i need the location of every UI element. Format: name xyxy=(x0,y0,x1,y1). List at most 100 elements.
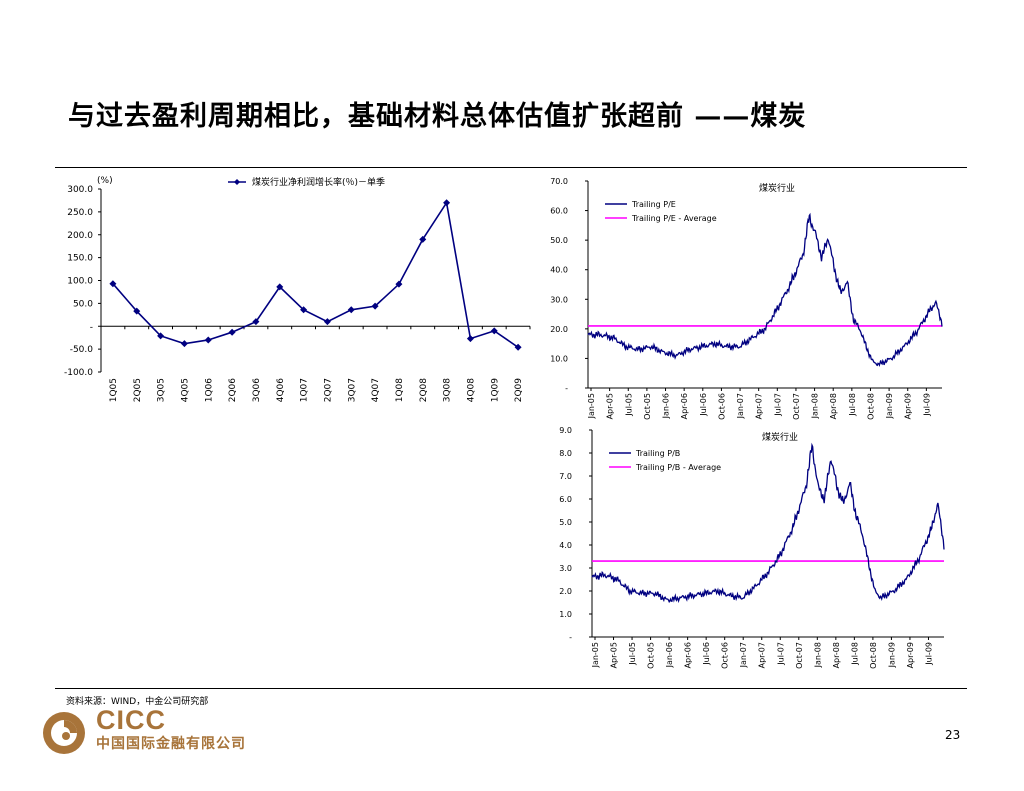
x-tick-label: Oct-06 xyxy=(721,642,730,669)
x-tick-label: Oct-05 xyxy=(647,642,656,669)
data-point xyxy=(419,235,427,243)
logo-cn: 中国国际金融有限公司 xyxy=(96,735,246,751)
y-tick-label: 7.0 xyxy=(559,472,572,481)
data-point xyxy=(371,302,379,310)
data-point xyxy=(490,327,498,335)
x-tick-label: Jul-07 xyxy=(773,393,782,417)
data-point xyxy=(252,318,260,326)
x-tick-label: Apr-08 xyxy=(829,393,838,419)
x-tick-label: 3Q06 xyxy=(252,378,262,403)
chart-title: 煤炭行业 xyxy=(759,182,795,194)
series-line xyxy=(112,200,519,348)
data-point xyxy=(443,199,451,207)
x-tick-label: Oct-07 xyxy=(792,393,801,420)
y-tick-label: - xyxy=(90,322,93,332)
x-tick-label: 2Q09 xyxy=(514,378,524,403)
x-tick-label: 1Q06 xyxy=(204,378,214,403)
data-point xyxy=(133,307,141,315)
x-tick-label: 1Q05 xyxy=(109,378,119,402)
series-line xyxy=(587,212,943,367)
x-tick-label: 1Q08 xyxy=(395,378,405,403)
x-tick-label: Apr-08 xyxy=(832,642,841,668)
y-tick-label: 70.0 xyxy=(550,177,568,186)
y-tick-label: 250.0 xyxy=(67,208,93,218)
x-tick-label: Jul-09 xyxy=(922,393,931,417)
series-line xyxy=(591,442,945,604)
x-tick-label: 4Q07 xyxy=(371,378,381,402)
x-tick-label: 2Q06 xyxy=(228,378,238,403)
x-tick-label: Jan-05 xyxy=(587,393,596,419)
y-tick-label: 30.0 xyxy=(550,295,568,304)
x-tick-label: Jul-06 xyxy=(702,642,711,666)
x-tick-label: Apr-06 xyxy=(680,393,689,419)
x-tick-label: 1Q09 xyxy=(490,378,500,403)
y-tick-label: -100.0 xyxy=(64,368,93,378)
y-tick-label: 5.0 xyxy=(559,518,572,527)
y-tick-label: 60.0 xyxy=(550,207,568,216)
data-point xyxy=(300,306,308,314)
y-tick-label: 1.0 xyxy=(559,610,572,619)
y-tick-label: 3.0 xyxy=(559,564,572,573)
unit-label: (%) xyxy=(97,176,113,186)
x-tick-label: Jul-08 xyxy=(850,642,859,666)
x-tick-label: Jan-09 xyxy=(885,393,894,419)
data-point xyxy=(395,280,403,288)
data-point xyxy=(347,306,355,314)
y-tick-label: 2.0 xyxy=(559,587,572,596)
footer-divider xyxy=(55,688,967,689)
data-point xyxy=(466,335,474,343)
y-tick-label: 8.0 xyxy=(559,449,572,458)
x-tick-label: Apr-07 xyxy=(755,393,764,419)
x-tick-label: Oct-05 xyxy=(643,393,652,420)
cicc-logo-icon xyxy=(43,712,85,754)
y-tick-label: 6.0 xyxy=(559,495,572,504)
y-tick-label: 9.0 xyxy=(559,426,572,435)
y-tick-label: -50.0 xyxy=(70,345,94,355)
x-tick-label: Apr-05 xyxy=(606,393,615,419)
legend-label: Trailing P/E xyxy=(631,200,676,209)
x-tick-label: 2Q07 xyxy=(323,378,333,402)
y-tick-label: 4.0 xyxy=(559,541,572,550)
x-tick-label: Apr-06 xyxy=(684,642,693,668)
x-tick-label: Jan-07 xyxy=(739,642,748,668)
y-tick-label: - xyxy=(569,633,572,642)
x-tick-label: Jul-07 xyxy=(776,642,785,666)
x-tick-label: Jan-08 xyxy=(813,642,822,668)
legend-marker xyxy=(234,179,240,185)
x-tick-label: Jul-09 xyxy=(924,642,933,666)
x-tick-label: Apr-09 xyxy=(906,642,915,668)
x-tick-label: 1Q07 xyxy=(300,378,310,402)
chart-title: 煤炭行业 xyxy=(762,431,798,443)
x-tick-label: Oct-08 xyxy=(866,393,875,420)
x-tick-label: Oct-07 xyxy=(795,642,804,669)
x-tick-label: Jul-08 xyxy=(848,393,857,417)
x-tick-label: Jan-06 xyxy=(662,393,671,419)
x-tick-label: Jan-07 xyxy=(736,393,745,419)
y-tick-label: - xyxy=(565,384,568,393)
x-tick-label: Jan-08 xyxy=(811,393,820,419)
data-point xyxy=(276,283,284,291)
source-note: 资料来源：WIND，中金公司研究部 xyxy=(66,697,209,707)
x-tick-label: 3Q08 xyxy=(443,378,453,403)
y-tick-label: 50.0 xyxy=(73,299,93,309)
y-tick-label: 150.0 xyxy=(67,254,93,264)
title-divider xyxy=(55,167,967,168)
x-tick-label: Jan-05 xyxy=(591,642,600,668)
legend-label: Trailing P/B - Average xyxy=(635,463,721,472)
x-tick-label: Apr-07 xyxy=(758,642,767,668)
x-tick-label: Apr-09 xyxy=(904,393,913,419)
x-tick-label: 3Q07 xyxy=(347,378,357,402)
x-tick-label: Oct-06 xyxy=(717,393,726,420)
data-point xyxy=(228,328,236,336)
legend-label: Trailing P/E - Average xyxy=(631,214,717,223)
x-tick-label: Jul-05 xyxy=(628,642,637,666)
x-tick-label: 2Q05 xyxy=(133,378,143,402)
y-tick-label: 50.0 xyxy=(550,236,568,245)
y-tick-label: 20.0 xyxy=(550,325,568,334)
x-tick-label: Jan-09 xyxy=(887,642,896,668)
x-tick-label: Jul-05 xyxy=(624,393,633,417)
page-number: 23 xyxy=(945,728,961,742)
